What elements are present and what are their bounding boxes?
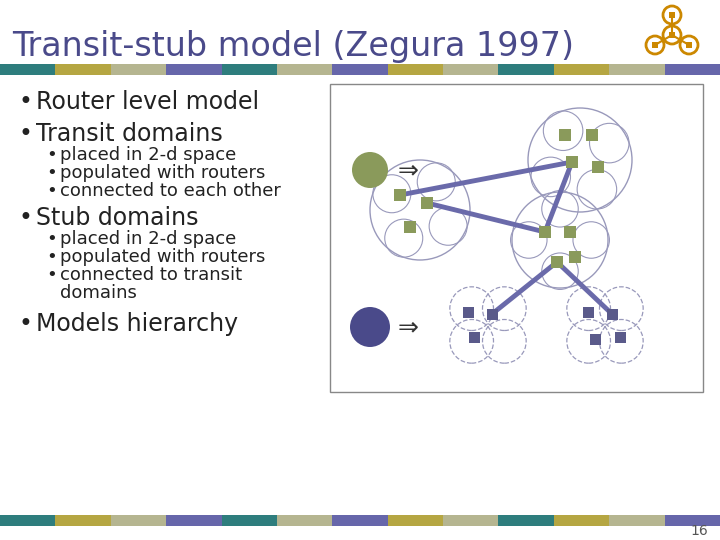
Text: connected to transit: connected to transit [60,266,242,284]
Text: •: • [46,164,57,182]
Text: •: • [46,248,57,266]
Bar [0,515,55,526]
Bar [222,64,277,75]
Bar [554,64,609,75]
Bar [222,515,277,526]
Bar [609,64,665,75]
Bar [394,189,406,201]
Bar [498,64,554,75]
Text: •: • [18,206,32,230]
Bar [443,64,498,75]
Bar [559,129,571,141]
Text: Transit-stub model (Zegura 1997): Transit-stub model (Zegura 1997) [12,30,574,63]
Bar [487,308,498,320]
Bar [665,64,720,75]
Text: placed in 2-d space: placed in 2-d space [60,146,236,164]
Text: ⇒: ⇒ [398,315,419,339]
Bar [166,515,222,526]
Bar [277,64,333,75]
Bar [387,64,443,75]
Text: •: • [46,266,57,284]
Text: •: • [46,230,57,248]
Text: populated with routers: populated with routers [60,164,266,182]
Circle shape [350,307,390,347]
Bar [0,64,55,75]
Bar [111,515,166,526]
Bar [333,64,387,75]
Text: •: • [18,122,32,146]
Bar [669,32,675,38]
Bar [443,515,498,526]
Text: placed in 2-d space: placed in 2-d space [60,230,236,248]
Text: •: • [46,146,57,164]
Bar [665,515,720,526]
Text: populated with routers: populated with routers [60,248,266,266]
Bar [277,515,333,526]
Text: Models hierarchy: Models hierarchy [36,312,238,336]
Bar [387,515,443,526]
Bar [551,256,563,268]
Text: •: • [46,182,57,200]
Bar [590,334,600,345]
Bar [606,308,618,320]
Bar [554,515,609,526]
Bar [609,515,665,526]
Text: ⇒: ⇒ [398,158,419,182]
Bar [333,515,387,526]
Text: 16: 16 [690,524,708,538]
Bar [582,307,593,318]
Text: Router level model: Router level model [36,90,259,114]
Bar [404,221,416,233]
Bar [55,515,111,526]
Bar [539,226,551,238]
Bar [111,64,166,75]
Text: Transit domains: Transit domains [36,122,222,146]
Bar [498,515,554,526]
Bar [55,64,111,75]
Text: Stub domains: Stub domains [36,206,199,230]
Bar [652,42,658,48]
Text: •: • [18,312,32,336]
Circle shape [352,152,388,188]
Text: connected to each other: connected to each other [60,182,281,200]
Bar [569,251,581,263]
Bar [421,197,433,209]
Bar [686,42,692,48]
Text: domains: domains [60,284,137,302]
Bar [614,332,626,342]
Bar [566,156,578,168]
Bar [564,226,576,238]
Bar [469,332,480,342]
Bar [166,64,222,75]
Bar [330,84,703,392]
Bar [669,12,675,18]
Text: •: • [18,90,32,114]
Bar [586,129,598,141]
Bar [592,161,604,173]
Bar [462,307,474,318]
